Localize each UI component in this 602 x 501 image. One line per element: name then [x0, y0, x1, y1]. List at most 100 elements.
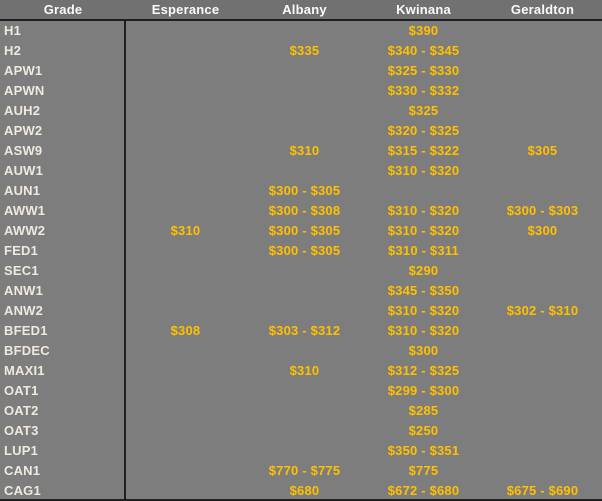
column-header-geraldton: Geraldton: [510, 2, 575, 17]
price-cell-kwinana: $775: [408, 463, 439, 478]
price-cell-kwinana: [364, 181, 483, 201]
price-cell-esperance: [126, 381, 245, 401]
price-cell-albany: [245, 301, 364, 321]
price-cell-kwinana: $250: [408, 423, 439, 438]
price-cell-kwinana: $310 - $311: [388, 243, 459, 258]
price-cell-geraldton: [483, 361, 602, 381]
grade-cell: APWN: [0, 81, 126, 101]
price-cell-kwinana: $325 - $330: [387, 63, 460, 78]
price-cell-esperance: [126, 401, 245, 421]
price-cell-kwinana: $299 - $300: [387, 383, 460, 398]
table-row: AUH2 $325: [0, 101, 602, 121]
price-cell-kwinana: $310 - $320: [387, 303, 460, 318]
price-cell-albany: [245, 341, 364, 361]
table-row: OAT2 $285: [0, 401, 602, 421]
price-cell-albany: $680: [289, 483, 320, 498]
table-row: ANW1 $345 - $350: [0, 281, 602, 301]
price-cell-kwinana: $672 - $680: [387, 483, 460, 498]
column-header-grade: Grade: [43, 2, 83, 17]
table-bottom-border: [0, 499, 602, 501]
grade-cell: OAT1: [0, 381, 126, 401]
price-cell-kwinana: $340 - $345: [387, 43, 460, 58]
grade-cell: LUP1: [0, 441, 126, 461]
price-cell-geraldton: [483, 101, 602, 121]
grade-cell: ANW2: [0, 301, 126, 321]
price-cell-esperance: [126, 81, 245, 101]
price-cell-albany: [245, 121, 364, 141]
price-cell-esperance: $310: [170, 223, 201, 238]
price-cell-geraldton: [483, 261, 602, 281]
price-cell-geraldton: [483, 401, 602, 421]
price-cell-esperance: [126, 361, 245, 381]
price-cell-geraldton: [483, 61, 602, 81]
grade-cell: BFDEC: [0, 341, 126, 361]
price-cell-geraldton: $302 - $310: [506, 303, 579, 318]
price-cell-albany: [245, 81, 364, 101]
price-cell-kwinana: $325: [408, 103, 439, 118]
table-row: H2 $335 $340 - $345: [0, 41, 602, 61]
table-row: MAXI1 $310 $312 - $325: [0, 361, 602, 381]
table-row: CAG1 $680 $672 - $680 $675 - $690: [0, 481, 602, 501]
price-cell-albany: [245, 281, 364, 301]
price-cell-albany: [245, 61, 364, 81]
table-row: SEC1 $290: [0, 261, 602, 281]
price-cell-albany: $303 - $312: [268, 323, 341, 338]
grade-cell: ANW1: [0, 281, 126, 301]
price-cell-albany: $300 - $305: [268, 243, 341, 258]
price-cell-esperance: [126, 281, 245, 301]
price-cell-kwinana: $300: [408, 343, 439, 358]
table-row: APW2 $320 - $325: [0, 121, 602, 141]
price-cell-kwinana: $350 - $351: [387, 443, 460, 458]
price-cell-kwinana: $312 - $325: [387, 363, 460, 378]
price-cell-esperance: [126, 341, 245, 361]
price-cell-kwinana: $285: [408, 403, 439, 418]
table-row: ASW9 $310 $315 - $322 $305: [0, 141, 602, 161]
price-cell-geraldton: [483, 421, 602, 441]
price-cell-kwinana: $390: [408, 23, 439, 38]
price-cell-geraldton: [483, 341, 602, 361]
table-row: H1 $390: [0, 21, 602, 41]
table-row: FED1 $300 - $305 $310 - $311: [0, 241, 602, 261]
table-row: AWW2 $310 $300 - $305 $310 - $320 $300: [0, 221, 602, 241]
price-cell-esperance: [126, 241, 245, 261]
price-cell-albany: $310: [289, 363, 320, 378]
price-cell-geraldton: [483, 21, 602, 41]
table-header-row: Grade Esperance Albany Kwinana Geraldton: [0, 0, 602, 21]
price-cell-esperance: [126, 141, 245, 161]
grade-cell: CAN1: [0, 461, 126, 481]
grade-cell: CAG1: [0, 481, 126, 501]
grade-cell: AUW1: [0, 161, 126, 181]
price-cell-geraldton: $300 - $303: [506, 203, 579, 218]
price-cell-geraldton: [483, 241, 602, 261]
price-cell-albany: [245, 161, 364, 181]
table-row: CAN1 $770 - $775 $775: [0, 461, 602, 481]
price-cell-esperance: [126, 261, 245, 281]
price-cell-albany: $300 - $305: [268, 183, 341, 198]
grade-cell: AWW2: [0, 221, 126, 241]
price-cell-kwinana: $320 - $325: [387, 123, 460, 138]
price-cell-albany: [245, 101, 364, 121]
price-cell-albany: $770 - $775: [268, 463, 341, 478]
column-header-albany: Albany: [282, 2, 327, 17]
table-row: OAT3 $250: [0, 421, 602, 441]
price-cell-esperance: [126, 61, 245, 81]
grade-cell: OAT2: [0, 401, 126, 421]
price-cell-geraldton: [483, 441, 602, 461]
grade-cell: AWW1: [0, 201, 126, 221]
price-cell-kwinana: $290: [408, 263, 439, 278]
grade-cell: BFED1: [0, 321, 126, 341]
grade-cell: H1: [0, 21, 126, 41]
table-row: LUP1 $350 - $351: [0, 441, 602, 461]
price-cell-esperance: [126, 441, 245, 461]
price-cell-esperance: [126, 181, 245, 201]
price-cell-geraldton: [483, 121, 602, 141]
table-body: H1 $390 H2 $335 $340 - $345 APW1 $325 - …: [0, 21, 602, 501]
price-cell-esperance: [126, 161, 245, 181]
price-cell-esperance: [126, 461, 245, 481]
table-row: AUW1 $310 - $320: [0, 161, 602, 181]
price-cell-kwinana: $345 - $350: [387, 283, 460, 298]
price-cell-albany: $300 - $305: [268, 223, 341, 238]
price-cell-esperance: [126, 421, 245, 441]
grade-cell: ASW9: [0, 141, 126, 161]
